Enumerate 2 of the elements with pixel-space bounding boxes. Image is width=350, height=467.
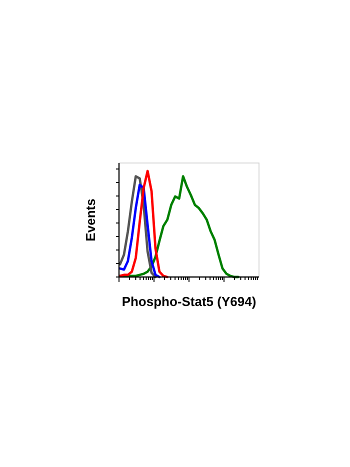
x-axis-title: Phospho-Stat5 (Y694) [122,294,256,309]
y-axis-title: Events [83,198,98,242]
